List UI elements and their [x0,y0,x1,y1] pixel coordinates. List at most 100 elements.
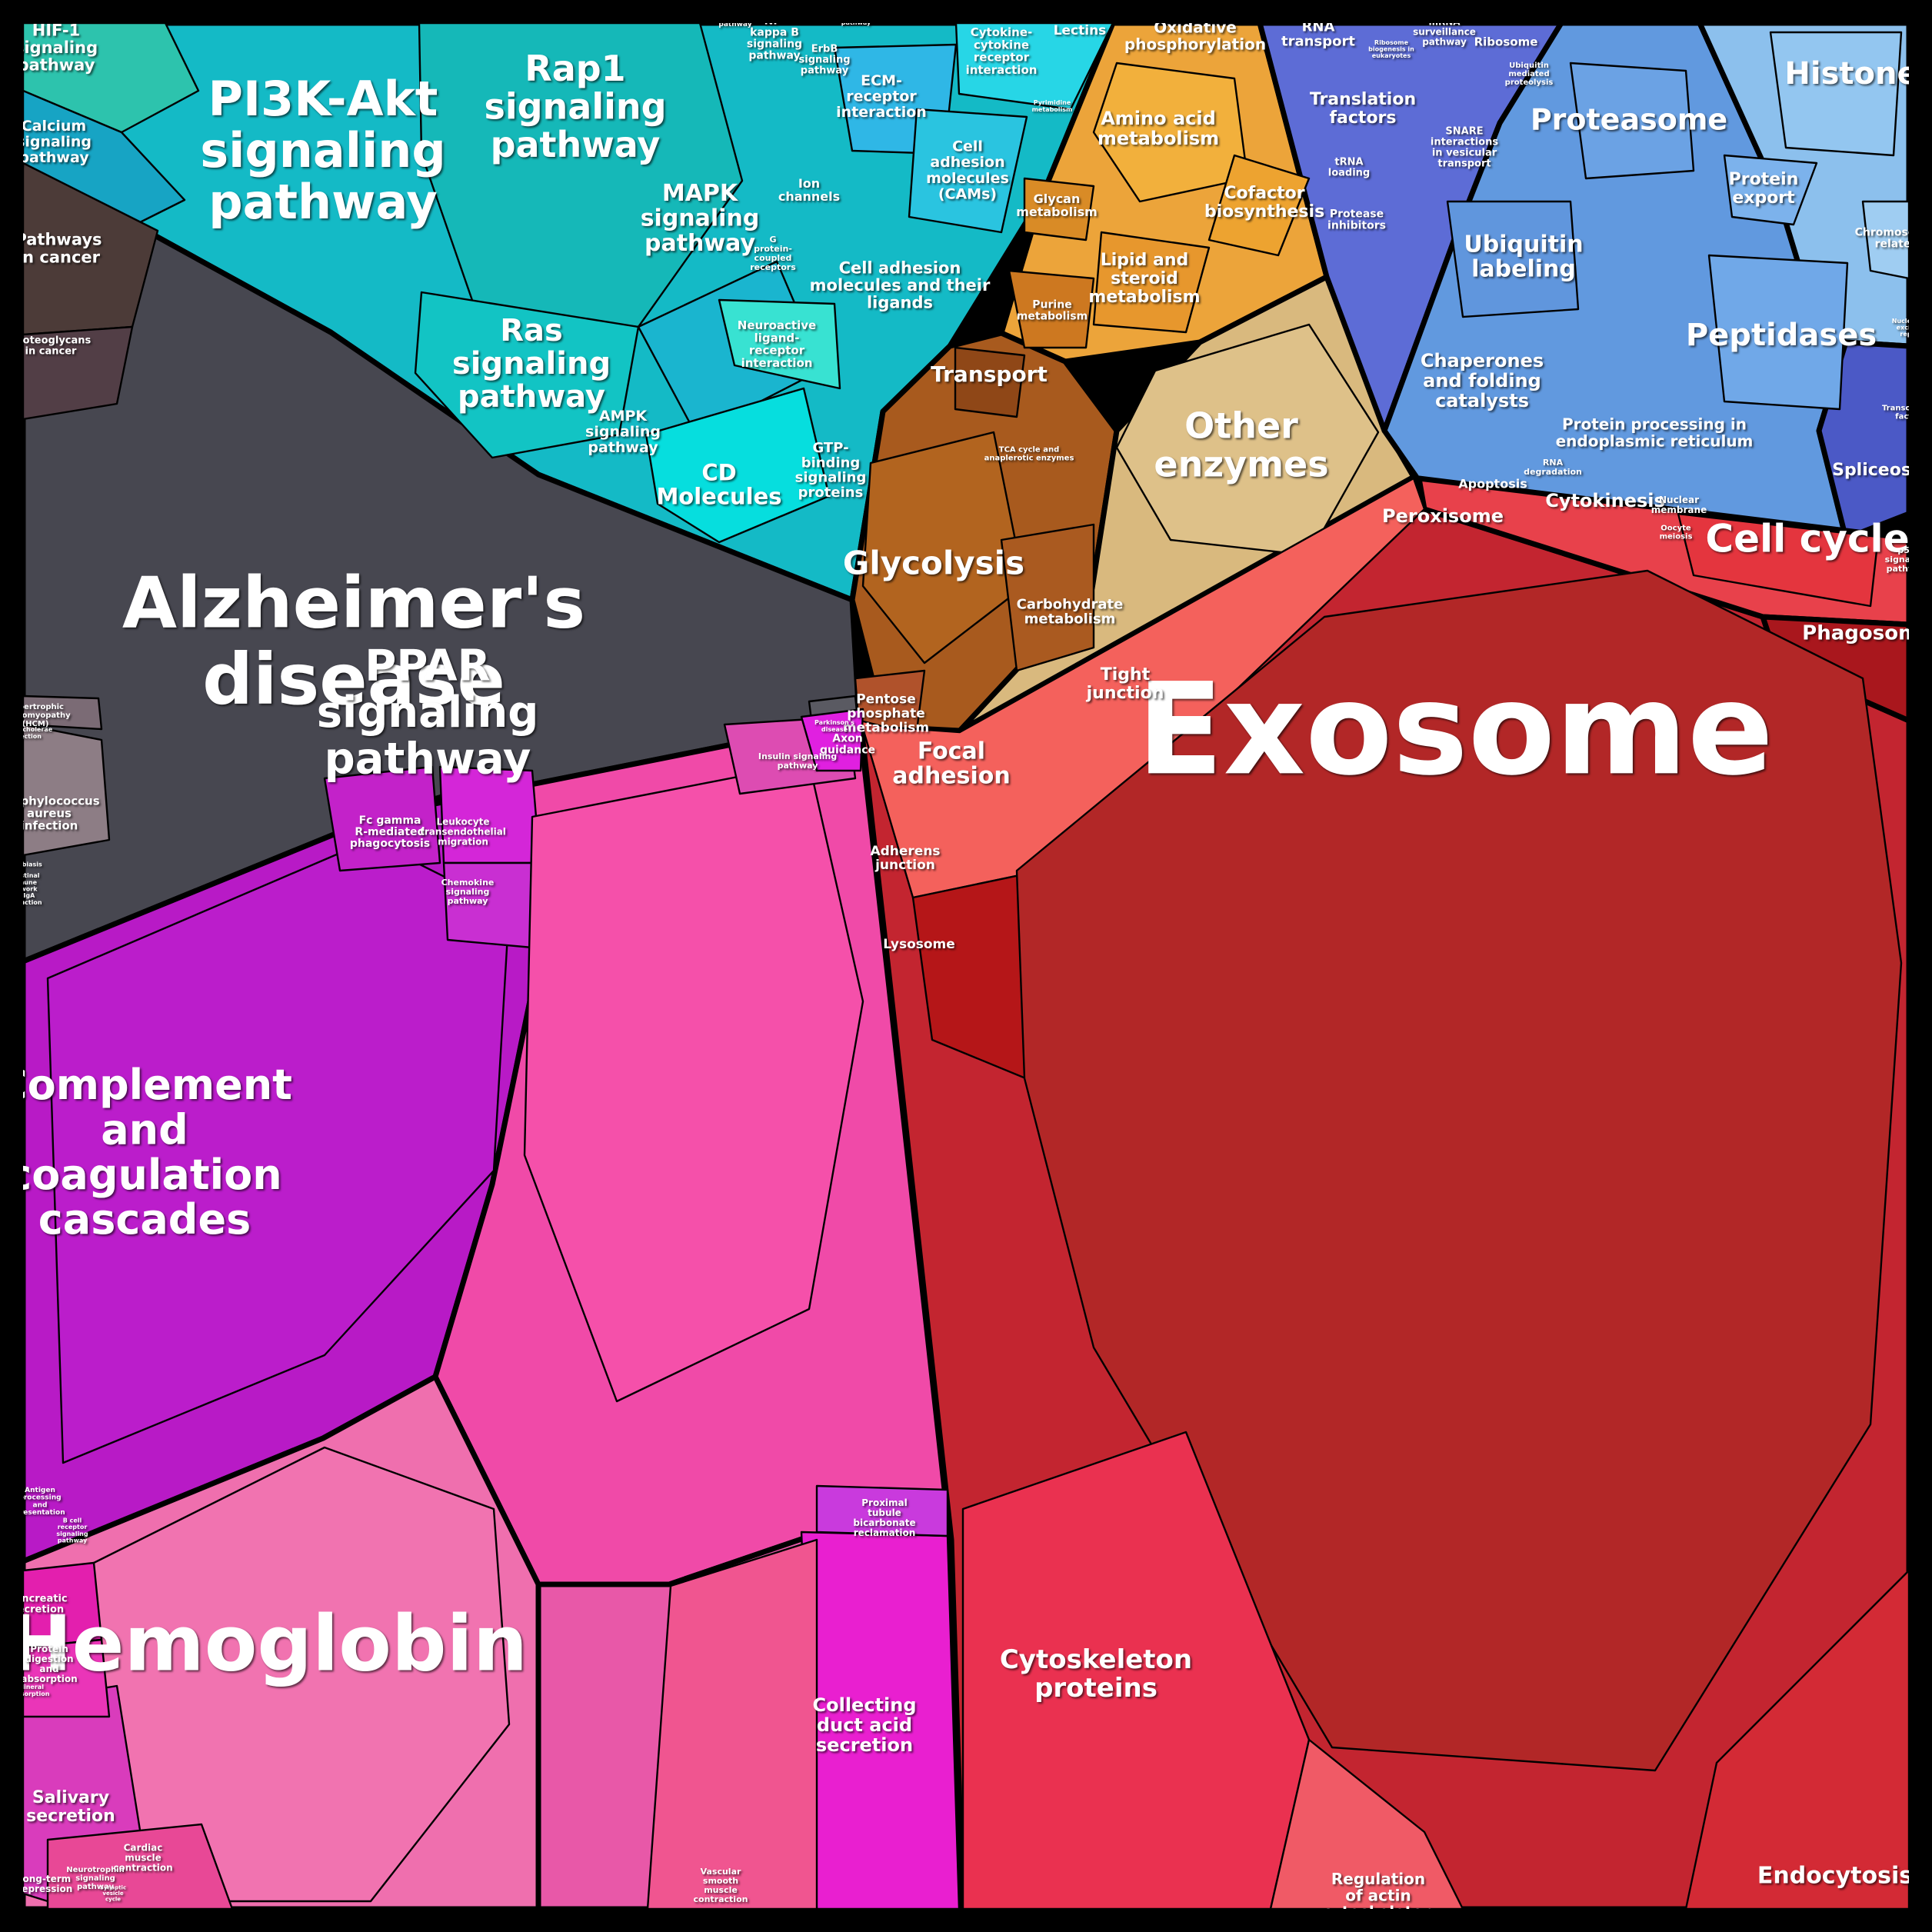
cell-ubiquitin-labeling[interactable] [1446,200,1580,318]
label-ras-signaling-pathway: Ras signaling pathway [452,313,611,415]
cell-vascular-smooth-muscle[interactable] [646,1538,818,1909]
label-protein-export: Protein export [1729,170,1799,208]
cell-histone[interactable] [1769,31,1903,157]
label-cell-cycle: Cell cycle [1705,517,1909,561]
label-amino-acid-metabolism: Amino acid metabolism [1098,108,1219,149]
cell-axon-guidance[interactable] [800,708,864,772]
cell-regulation-actin-cytoskeleton[interactable] [1269,1738,1464,1909]
cell-ras-signaling[interactable] [414,291,640,459]
cell-endocytosis[interactable] [1684,1569,1909,1909]
label-glycan-metabolism: Glycan metabolism [1016,192,1098,219]
label-parkinson-s-disease: Parkinson's disease [814,719,854,733]
label-pentose-phosphate-metabolism: Pentose phosphate metabolism [843,692,929,736]
cell-calcium-signaling[interactable] [23,89,186,232]
label-rna-transport: RNA transport [1281,18,1355,49]
label-chromosome-related: Chromosome-related [1855,226,1932,250]
label-purine-metabolism: Purine metabolism [1017,298,1088,322]
label-hypertrophic-cardiomyopathy-hcm: Hypertrophic cardiomyopathy (HCM) [0,703,71,728]
label-protease-inhibitors: Protease inhibitors [1327,208,1386,232]
label-ecm-receptor-interaction: ECM-receptor interaction [836,72,927,121]
label-rna-degradation: RNA degradation [1524,458,1582,477]
label-fc-gamma-r-mediated-phagocytosis: Fc gamma R-mediated phagocytosis [350,814,430,850]
label-ubiquitin-labeling: Ubiquitin labeling [1464,231,1583,282]
label-peptidases: Peptidases [1686,318,1877,353]
cell-protein-export[interactable] [1723,154,1818,226]
cell-exosome[interactable] [1015,569,1903,1772]
label-mapk-signaling-pathway: MAPK signaling pathway [641,180,760,257]
label-proteasome: Proteasome [1531,103,1727,137]
label-apoptosis: Apoptosis [1458,477,1527,491]
label-trna-loading: tRNA loading [1328,156,1370,178]
label-erbb-signaling-pathway: ErbB signaling pathway [799,43,851,76]
cell-protein-digestion[interactable] [23,1638,111,1718]
cell-proximal-tubule[interactable] [815,1484,949,1537]
cell-cytokine-cytokine-receptor[interactable] [954,23,1114,111]
cell-cd-molecules[interactable] [645,387,831,544]
label-nucleotide-excision-repair: Nucleotideexcisionrepair [1892,318,1930,338]
label-other-enzymes: Other enzymes [1154,405,1328,485]
label-antigen-processing-and-presentation: Antigen processing and presentation [15,1487,65,1517]
label-amoebiasis: Amoebiasis [2,861,42,868]
label-cofactor-biosynthesis: Cofactor biosynthesis [1204,184,1324,222]
cell-proteoglycans-in-cancer[interactable] [23,325,134,421]
label-ion-channels: Ion channels [778,176,840,204]
cell-neuroactive-ligand-receptor[interactable] [718,298,841,390]
label-lysosome: Lysosome [883,937,955,952]
label-cytokine-cytokine-receptor-interaction: Cytokine-cytokine receptor interaction [966,25,1038,77]
label-transport: Transport [931,361,1048,387]
label-alzheimer-s-disease: Alzheimer's disease [122,562,585,721]
cells-layer [23,23,1909,1909]
cell-hif-1-signaling[interactable] [23,23,200,134]
cell-cardiac-muscle[interactable] [46,1823,234,1909]
label-ribosome-biogenesis-in-eukaryotes: Ribosome biogenesis in eukaryotes [1368,39,1414,59]
label-complement-and-coagulation-cascades: Complement and coagulation cascades [0,1061,292,1244]
cell-glycan-metabolism[interactable] [1023,177,1095,242]
label-leukocyte-transendothelial-migration: Leukocyte transendothelial migration [420,817,506,848]
label-adherens-junction: Adherens junction [870,844,940,873]
label-pi3k-akt-signaling-pathway: PI3K-Akt signaling pathway [200,71,446,230]
label-mrna-surveillance-pathway: mRNAsurveillancepathway [1413,17,1476,48]
label-synaptic-vesicle-cycle: Synaptic vesicle cycle [100,1884,126,1902]
label-cytokinesis: Cytokinesis [1545,490,1665,511]
cell-cams[interactable] [908,108,1028,234]
label-hemoglobin: Hemoglobin [8,1598,528,1688]
label-protein-processing-in-endoplasmic-reticulum: Protein processing in endoplasmic reticul… [1556,415,1754,451]
label-cd-molecules: CD Molecules [656,459,781,509]
label-salivary-secretion: Salivary secretion [26,1788,115,1826]
label-cytoskeleton-proteins: Cytoskeleton proteins [1000,1644,1192,1704]
label-staphylococcus-aureus-infection: Staphylococcus aureus infection [0,794,100,832]
cell-transport[interactable] [954,346,1026,418]
label-tca-cycle-and-anaplerotic-enzymes: TCA cycle and anaplerotic enzymes [984,446,1074,463]
label-collecting-duct-acid-secretion: Collecting duct acid secretion [812,1694,916,1756]
label-proteoglycans-in-cancer: Proteoglycans in cancer [11,335,92,357]
label-rap1-signaling-pathway: Rap1 signaling pathway [484,48,666,165]
cell-proteasome[interactable] [1569,62,1695,180]
label-neuroactive-ligand-receptor-interaction: Neuroactive ligand-receptor interaction [738,318,816,370]
label-ppar-signaling-pathway: PPAR signaling pathway [317,641,539,784]
cell-fc-gamma-phagocytosis[interactable] [323,765,441,872]
cell-hypertrophic-cardiomyopathy[interactable] [23,695,103,731]
label-chaperones-and-folding-catalysts: Chaperones and folding catalysts [1421,350,1544,411]
label-ampk-signaling-pathway: AMPK signaling pathway [585,408,661,456]
label-tight-junction: Tight junction [1086,665,1164,703]
cell-glycolysis[interactable] [861,431,1026,665]
cell-purine-metabolism[interactable] [1008,269,1095,349]
label-phagosome: Phagosome [1802,622,1932,645]
label-vascular-smooth-muscle-contraction: Vascular smooth muscle contraction [694,1867,748,1904]
cell-cell-cycle[interactable] [1677,512,1880,608]
label-hif-1-signaling-pathway: HIF-1 signaling pathway [15,21,98,74]
cell-peptidases[interactable] [1707,254,1849,411]
label-oxidative-phosphorylation: Oxidative phosphorylation [1124,18,1266,54]
label-ubiquitin-mediated-proteolysis: Ubiquitin mediated proteolysis [1505,62,1554,87]
cell-staphylococcus-aureus[interactable] [23,723,111,857]
cell-cofactor-biosynthesis[interactable] [1208,154,1311,257]
cell-lipid-steroid-metabolism[interactable] [1092,231,1211,334]
label-gtp-binding-signaling-proteins: GTP-binding signaling proteins [795,440,867,501]
cell-carbohydrate-metabolism[interactable] [1000,523,1095,672]
cell-chromosome-related[interactable] [1861,200,1909,280]
cell-amino-acid-metabolism[interactable] [1092,62,1249,203]
label-long-term-depression: Long-term depression [15,1874,73,1894]
